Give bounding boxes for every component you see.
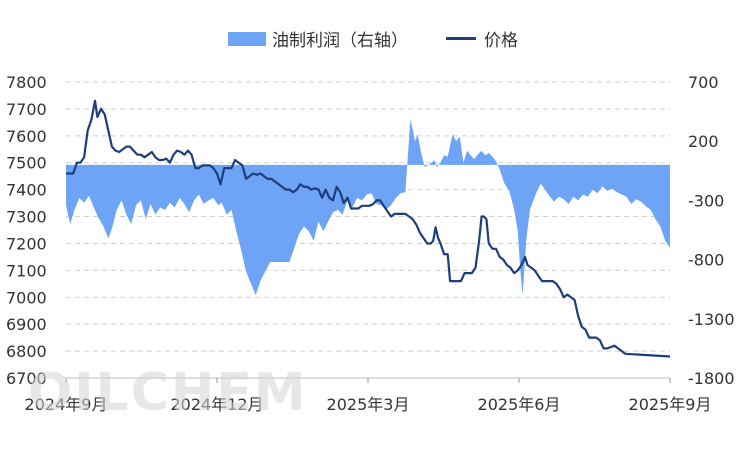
watermark: OILCHEM xyxy=(28,363,308,423)
price-line xyxy=(66,99,671,358)
right-axis-ticks: -1800 -1300 -800 -300 200 700 xyxy=(688,73,735,388)
legend-item-price: 价格 xyxy=(446,26,518,51)
left-tick-label: 7000 xyxy=(6,288,47,307)
x-tick-label: 2025年9月 xyxy=(629,395,712,414)
profit-area xyxy=(66,119,670,296)
gridlines xyxy=(66,81,670,379)
legend-label-price: 价格 xyxy=(484,31,518,51)
left-tick-label: 7600 xyxy=(6,127,47,146)
x-tick-label: 2025年6月 xyxy=(478,395,561,414)
left-tick-label: 6700 xyxy=(6,369,47,388)
left-tick-label: 7800 xyxy=(6,73,47,92)
price-line-series xyxy=(66,99,671,358)
legend-swatch-area-icon xyxy=(228,31,266,46)
profit-area-series xyxy=(66,119,670,296)
x-tick-label: 2024年12月 xyxy=(170,395,263,414)
right-tick-label: -1800 xyxy=(688,369,735,388)
left-tick-label: 7300 xyxy=(6,208,47,227)
left-tick-label: 7400 xyxy=(6,181,47,200)
left-tick-label: 6800 xyxy=(6,342,47,361)
legend-swatch-line-icon xyxy=(446,37,476,40)
legend: 油制利润（右轴） 价格 xyxy=(0,26,743,52)
left-axis-ticks: 6700 6800 6900 7000 7100 7200 7300 7400 7500 7600… xyxy=(6,73,47,388)
legend-item-profit: 油制利润（右轴） xyxy=(228,26,408,51)
left-tick-label: 7700 xyxy=(6,100,47,119)
right-tick-label: 200 xyxy=(688,132,719,151)
legend-label-profit: 油制利润（右轴） xyxy=(272,31,408,51)
left-tick-label: 7100 xyxy=(6,261,47,280)
x-axis-ticks: 2024年9月 2024年12月 2025年3月 2025年6月 2025年9月 xyxy=(25,378,712,414)
left-tick-label: 7500 xyxy=(6,154,47,173)
right-tick-label: -800 xyxy=(688,251,724,270)
x-tick-label: 2025年3月 xyxy=(327,395,410,414)
left-tick-label: 6900 xyxy=(6,315,47,334)
x-tick-label: 2024年9月 xyxy=(25,395,108,414)
left-tick-label: 7200 xyxy=(6,234,47,253)
right-tick-label: -1300 xyxy=(688,310,735,329)
right-tick-label: -300 xyxy=(688,191,724,210)
right-tick-label: 700 xyxy=(688,73,719,92)
